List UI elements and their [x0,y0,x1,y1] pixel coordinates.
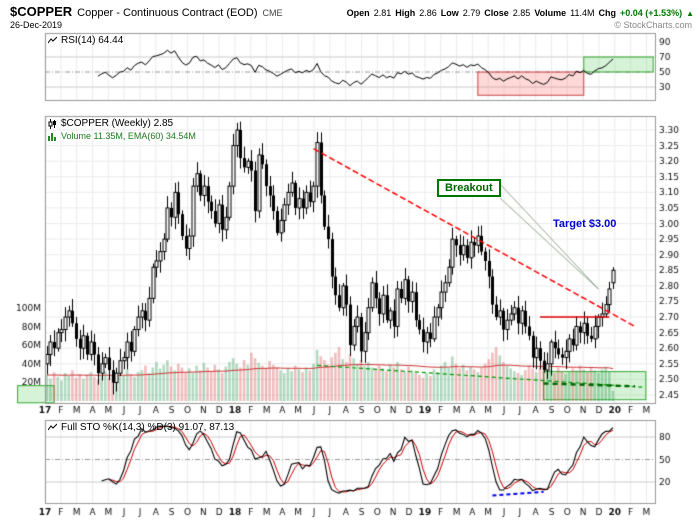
low-value: 2.79 [462,8,481,18]
volume-legend-text: Volume 11.35M, EMA(60) 34.54M [61,131,196,141]
open-label: Open [346,8,370,18]
line-chart-icon [48,423,57,432]
price-legend: $COPPER (Weekly) 2.85 [48,118,173,129]
exchange: CME [262,8,283,18]
stoch-legend-text: Full STO %K(14,3) %D(3) 91.07, 87.13 [61,422,235,433]
candlestick-icon [48,118,57,129]
high-value: 2.86 [419,8,437,18]
volume-legend: Volume 11.35M, EMA(60) 34.54M [48,131,196,141]
close-value: 2.85 [512,8,531,18]
change-up-arrow-icon: ▲ [686,9,694,18]
header-line2: 26-Dec-2019 © StockCharts.com [0,19,700,30]
stoch-legend: Full STO %K(14,3) %D(3) 91.07, 87.13 [48,422,234,433]
instrument-name: Copper - Continuous Contract (EOD) [77,7,258,19]
price-legend-text: $COPPER (Weekly) 2.85 [61,118,174,129]
close-label: Close [484,8,509,18]
volume-bars-icon [48,132,57,141]
symbol: $COPPER [10,4,73,19]
high-label: High [395,8,416,18]
header-line1: $COPPER Copper - Continuous Contract (EO… [0,0,700,19]
volume-value: 11.4M [570,8,595,18]
volume-label: Volume [534,8,567,18]
target-annotation: Target $3.00 [553,218,617,230]
low-label: Low [440,8,459,18]
line-chart-icon [48,36,57,45]
breakout-annotation: Breakout [437,179,501,197]
open-value: 2.81 [373,8,392,18]
rsi-legend: RSI(14) 64.44 [48,35,123,46]
chg-label: Chg [598,8,617,18]
quote-strip: Open 2.81 High 2.86 Low 2.79 Close 2.85 … [347,8,694,18]
chart-header: $COPPER Copper - Continuous Contract (EO… [0,0,700,30]
chart-date: 26-Dec-2019 [10,20,63,30]
stockcharts-watermark: © StockCharts.com [614,20,692,30]
rsi-legend-text: RSI(14) 64.44 [61,35,124,46]
chg-value: +0.04 (+1.53%) [620,8,683,18]
